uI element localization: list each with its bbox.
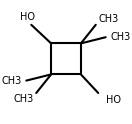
Text: HO: HO: [20, 12, 35, 22]
Text: HO: HO: [106, 95, 121, 105]
Text: CH3: CH3: [1, 76, 21, 86]
Text: CH3: CH3: [111, 32, 131, 42]
Text: CH3: CH3: [98, 14, 119, 24]
Text: CH3: CH3: [13, 94, 34, 104]
